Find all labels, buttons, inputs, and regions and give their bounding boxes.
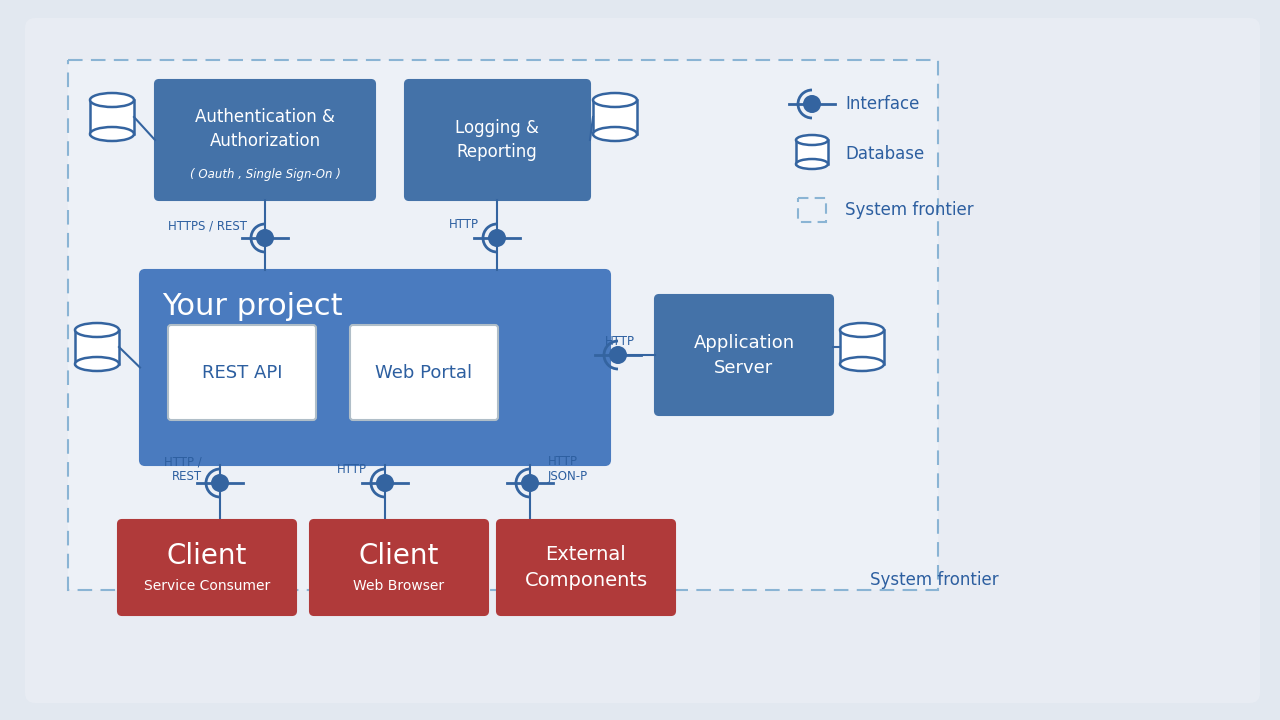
FancyBboxPatch shape xyxy=(349,325,498,420)
FancyBboxPatch shape xyxy=(118,520,296,615)
Text: HTTP: HTTP xyxy=(605,335,635,348)
Text: Web Browser: Web Browser xyxy=(353,579,444,593)
Ellipse shape xyxy=(840,323,884,337)
Bar xyxy=(76,330,119,364)
FancyBboxPatch shape xyxy=(140,270,611,465)
Ellipse shape xyxy=(90,93,134,107)
Text: HTTPS / REST: HTTPS / REST xyxy=(168,220,247,233)
Circle shape xyxy=(256,229,274,247)
Text: Service Consumer: Service Consumer xyxy=(143,579,270,593)
Ellipse shape xyxy=(840,357,884,371)
Circle shape xyxy=(609,346,627,364)
FancyBboxPatch shape xyxy=(310,520,488,615)
Bar xyxy=(840,330,884,364)
Text: System frontier: System frontier xyxy=(845,201,974,219)
Text: Client: Client xyxy=(166,542,247,570)
Bar xyxy=(796,140,828,164)
Text: HTTP /
REST: HTTP / REST xyxy=(164,455,202,483)
Text: Logging &
Reporting: Logging & Reporting xyxy=(456,120,539,161)
Bar xyxy=(593,100,637,134)
Text: Client: Client xyxy=(358,542,439,570)
Text: HTTP: HTTP xyxy=(449,217,479,230)
FancyBboxPatch shape xyxy=(655,295,833,415)
Circle shape xyxy=(803,95,820,113)
FancyBboxPatch shape xyxy=(155,80,375,200)
Text: Interface: Interface xyxy=(845,95,919,113)
Text: ( Oauth , Single Sign-On ): ( Oauth , Single Sign-On ) xyxy=(189,168,340,181)
Ellipse shape xyxy=(796,159,828,169)
Text: Authentication &
Authorization: Authentication & Authorization xyxy=(195,108,335,150)
Text: HTTP
JSON-P: HTTP JSON-P xyxy=(548,455,588,483)
FancyBboxPatch shape xyxy=(168,325,316,420)
Text: Your project: Your project xyxy=(163,292,343,321)
Ellipse shape xyxy=(593,93,637,107)
Ellipse shape xyxy=(593,127,637,141)
Text: Application
Server: Application Server xyxy=(694,333,795,377)
Bar xyxy=(68,60,938,590)
Text: REST API: REST API xyxy=(202,364,283,382)
Bar xyxy=(797,198,826,222)
Text: System frontier: System frontier xyxy=(870,571,998,589)
Circle shape xyxy=(521,474,539,492)
Ellipse shape xyxy=(76,357,119,371)
Text: HTTP: HTTP xyxy=(337,462,367,475)
FancyBboxPatch shape xyxy=(497,520,675,615)
Bar xyxy=(90,100,134,134)
Ellipse shape xyxy=(76,323,119,337)
Text: Database: Database xyxy=(845,145,924,163)
Circle shape xyxy=(211,474,229,492)
Text: Web Portal: Web Portal xyxy=(375,364,472,382)
FancyBboxPatch shape xyxy=(26,18,1260,703)
FancyBboxPatch shape xyxy=(404,80,590,200)
Circle shape xyxy=(376,474,394,492)
Circle shape xyxy=(488,229,506,247)
Ellipse shape xyxy=(90,127,134,141)
Ellipse shape xyxy=(796,135,828,145)
Text: External
Components: External Components xyxy=(525,546,648,590)
